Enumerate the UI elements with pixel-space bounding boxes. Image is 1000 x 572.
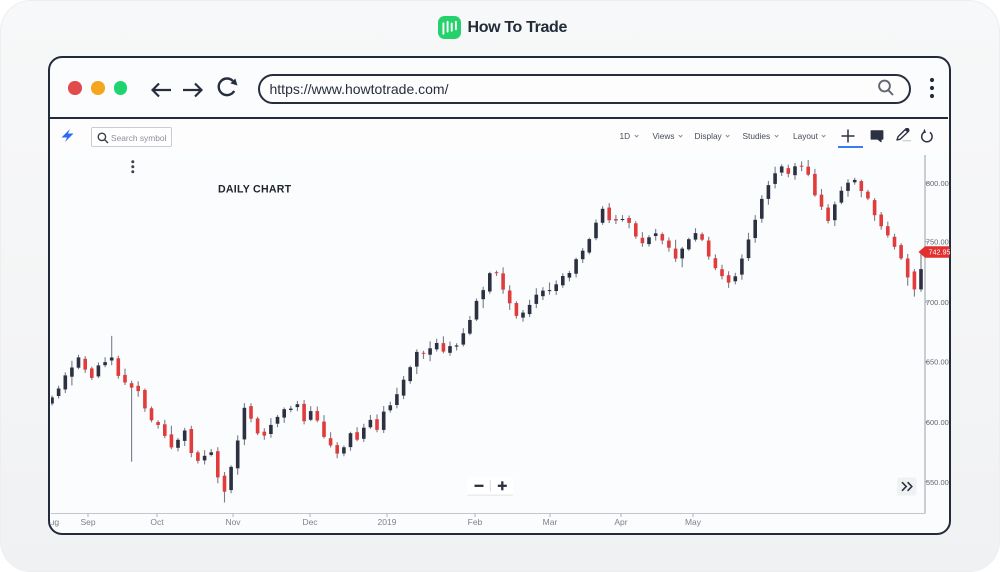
svg-text:Nov: Nov (225, 516, 241, 526)
svg-text:May: May (684, 516, 701, 526)
svg-text:650.00: 650.00 (925, 357, 948, 366)
svg-text:550.00: 550.00 (925, 477, 948, 486)
svg-text:Apr: Apr (614, 516, 627, 526)
svg-text:DAILY CHART: DAILY CHART (218, 183, 292, 195)
svg-text:Dec: Dec (302, 516, 318, 526)
svg-text:Mar: Mar (542, 516, 557, 526)
svg-text:ug: ug (51, 516, 59, 526)
svg-text:2019: 2019 (377, 516, 396, 526)
svg-text:800.00: 800.00 (925, 178, 948, 187)
svg-text:Oct: Oct (150, 516, 164, 526)
svg-text:Sep: Sep (80, 516, 95, 526)
svg-text:742.95: 742.95 (928, 247, 950, 256)
svg-text:750.00: 750.00 (925, 237, 948, 246)
svg-text:Feb: Feb (467, 516, 482, 526)
svg-text:700.00: 700.00 (925, 297, 948, 306)
svg-text:600.00: 600.00 (925, 417, 948, 426)
